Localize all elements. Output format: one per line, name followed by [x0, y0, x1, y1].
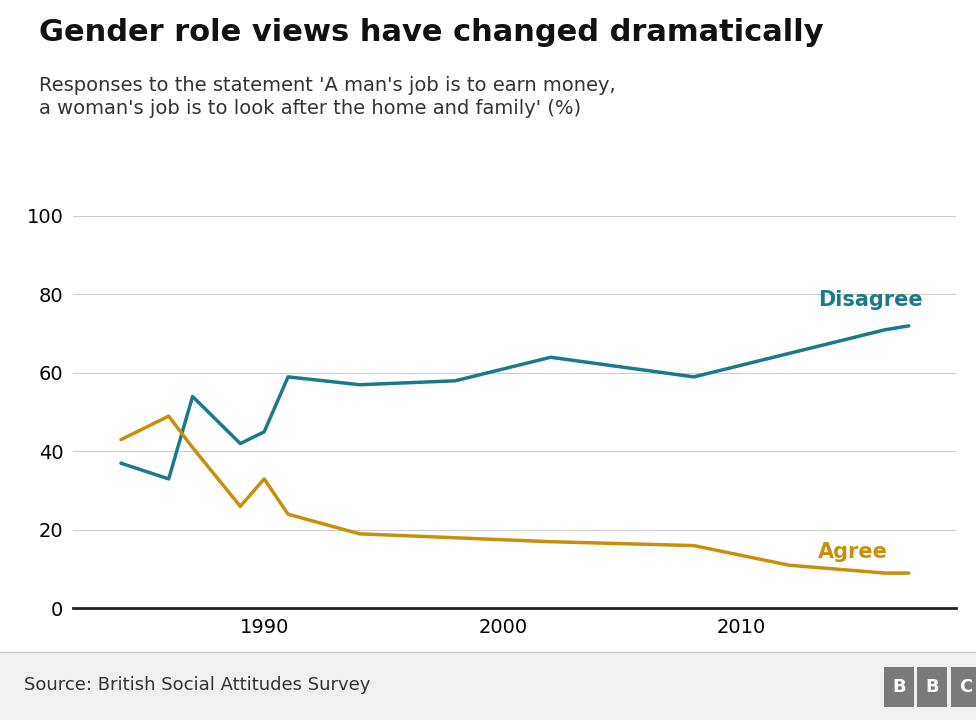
Text: Gender role views have changed dramatically: Gender role views have changed dramatica…	[39, 18, 824, 47]
Text: a woman's job is to look after the home and family' (%): a woman's job is to look after the home …	[39, 99, 581, 118]
Text: B: B	[925, 678, 939, 696]
Text: C: C	[958, 678, 972, 696]
Text: Responses to the statement 'A man's job is to earn money,: Responses to the statement 'A man's job …	[39, 76, 616, 94]
Text: B: B	[892, 678, 906, 696]
Text: Disagree: Disagree	[818, 290, 922, 310]
Text: Source: British Social Attitudes Survey: Source: British Social Attitudes Survey	[24, 677, 371, 694]
Text: Agree: Agree	[818, 541, 888, 562]
